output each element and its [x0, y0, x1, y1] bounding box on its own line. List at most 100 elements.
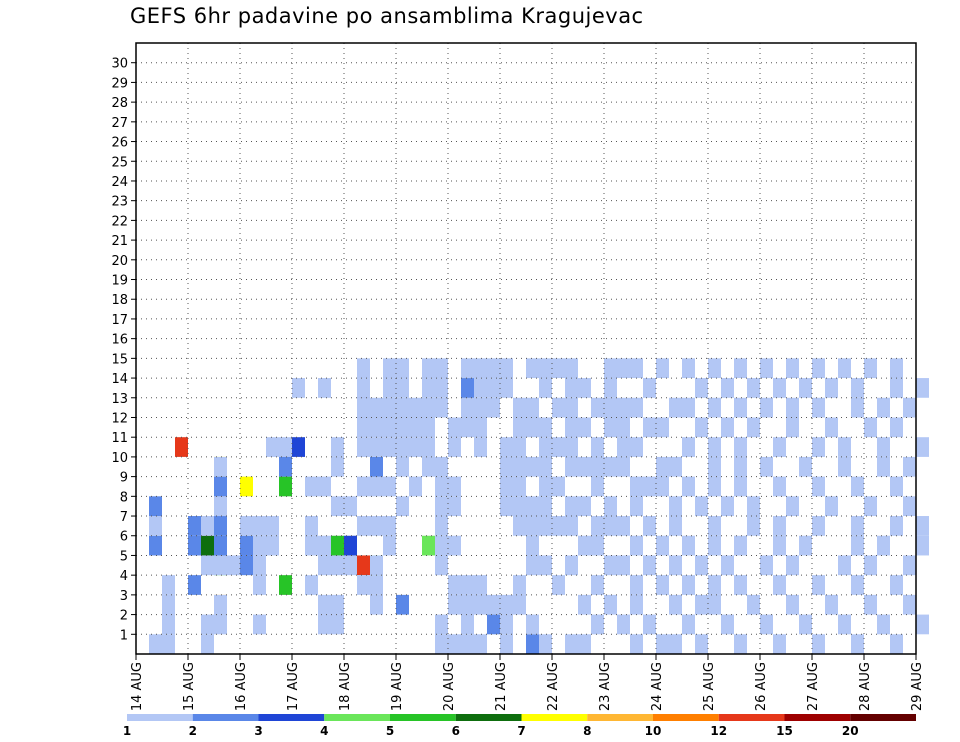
heatmap-cell: [513, 575, 526, 595]
heatmap-cell: [786, 496, 799, 517]
x-tick-label: 29 AUG: [910, 662, 925, 711]
heatmap-cell: [539, 358, 552, 379]
heatmap-cell: [201, 535, 214, 556]
heatmap-cell: [903, 594, 916, 615]
heatmap-cell: [578, 456, 591, 477]
heatmap-cell: [708, 397, 721, 418]
heatmap-cell: [370, 397, 383, 418]
heatmap-cell: [240, 476, 253, 497]
heatmap-cell: [630, 437, 643, 457]
y-tick-label: 16: [111, 333, 128, 348]
y-tick-label: 5: [120, 549, 128, 564]
heatmap-cell: [916, 378, 929, 398]
heatmap-cell: [786, 397, 799, 418]
heatmap-cell: [552, 516, 565, 536]
heatmap-cell: [357, 516, 370, 536]
heatmap-cell: [695, 378, 708, 398]
heatmap-cell: [513, 594, 526, 615]
heatmap-cell: [656, 417, 669, 438]
heatmap-cell: [890, 476, 903, 497]
heatmap-cell: [812, 634, 825, 654]
heatmap-cell: [318, 535, 331, 556]
heatmap-cell: [617, 614, 630, 635]
heatmap-cell: [773, 516, 786, 536]
heatmap-cell: [799, 456, 812, 477]
y-tick-label: 17: [111, 313, 128, 328]
heatmap-cell: [682, 535, 695, 556]
colorbar-segment: [850, 714, 916, 721]
heatmap-cell: [370, 417, 383, 438]
heatmap-cell: [214, 535, 227, 556]
heatmap-cell: [760, 555, 773, 576]
heatmap-cell: [591, 437, 604, 457]
heatmap-cell: [162, 594, 175, 615]
heatmap-cell: [474, 397, 487, 418]
heatmap-cell: [890, 358, 903, 379]
plot-frame: [135, 42, 917, 655]
heatmap-cell: [396, 496, 409, 517]
heatmap-cell: [760, 456, 773, 477]
heatmap-cell: [851, 378, 864, 398]
y-tick-label: 14: [111, 372, 128, 387]
heatmap-cell: [656, 575, 669, 595]
heatmap-cell: [890, 378, 903, 398]
heatmap-cell: [500, 456, 513, 477]
heatmap-cell: [565, 417, 578, 438]
heatmap-cell: [331, 614, 344, 635]
heatmap-cell: [565, 555, 578, 576]
heatmap-cell: [357, 437, 370, 457]
y-tick-label: 9: [120, 471, 128, 486]
heatmap-cell: [526, 496, 539, 517]
heatmap-cell: [695, 496, 708, 517]
y-tick-label: 6: [120, 530, 128, 545]
heatmap-cell: [864, 358, 877, 379]
heatmap-cell: [682, 575, 695, 595]
colorbar-label: 2: [189, 724, 197, 738]
heatmap-cell: [370, 476, 383, 497]
y-tick-label: 7: [120, 510, 128, 525]
heatmap-cell: [838, 456, 851, 477]
chart-title: GEFS 6hr padavine po ansamblima Kragujev…: [130, 4, 644, 28]
heatmap-cell: [396, 594, 409, 615]
colorbar-segment: [784, 714, 851, 721]
heatmap-cell: [461, 634, 474, 654]
heatmap-cell: [448, 437, 461, 457]
heatmap-cell: [448, 594, 461, 615]
heatmap-cell: [305, 516, 318, 536]
heatmap-cell: [344, 555, 357, 576]
heatmap-cell: [565, 456, 578, 477]
heatmap-cell: [682, 476, 695, 497]
heatmap-cell: [630, 397, 643, 418]
heatmap-cell: [591, 456, 604, 477]
heatmap-cell: [435, 634, 448, 654]
heatmap-cell: [201, 614, 214, 635]
heatmap-cell: [617, 456, 630, 477]
heatmap-cell: [422, 397, 435, 418]
heatmap-cell: [773, 535, 786, 556]
heatmap-cell: [396, 397, 409, 418]
heatmap-cell: [331, 437, 344, 457]
heatmap-cell: [526, 614, 539, 635]
heatmap-cell: [630, 476, 643, 497]
heatmap-cell: [552, 397, 565, 418]
heatmap-cell: [318, 476, 331, 497]
heatmap-cell: [812, 358, 825, 379]
heatmap-cell: [487, 358, 500, 379]
heatmap-cell: [526, 555, 539, 576]
heatmap-cell: [435, 358, 448, 379]
heatmap-cell: [669, 594, 682, 615]
heatmap-cell: [851, 535, 864, 556]
y-tick-label: 18: [111, 293, 128, 308]
heatmap-cell: [409, 437, 422, 457]
heatmap-cell: [682, 397, 695, 418]
heatmap-cell: [188, 535, 201, 556]
heatmap-cell: [149, 496, 162, 517]
heatmap-cell: [526, 397, 539, 418]
heatmap-cell: [474, 594, 487, 615]
heatmap-cell: [604, 397, 617, 418]
heatmap-cell: [851, 516, 864, 536]
heatmap-cell: [526, 516, 539, 536]
heatmap-cell: [357, 417, 370, 438]
heatmap-cell: [838, 614, 851, 635]
heatmap-cell: [513, 397, 526, 418]
